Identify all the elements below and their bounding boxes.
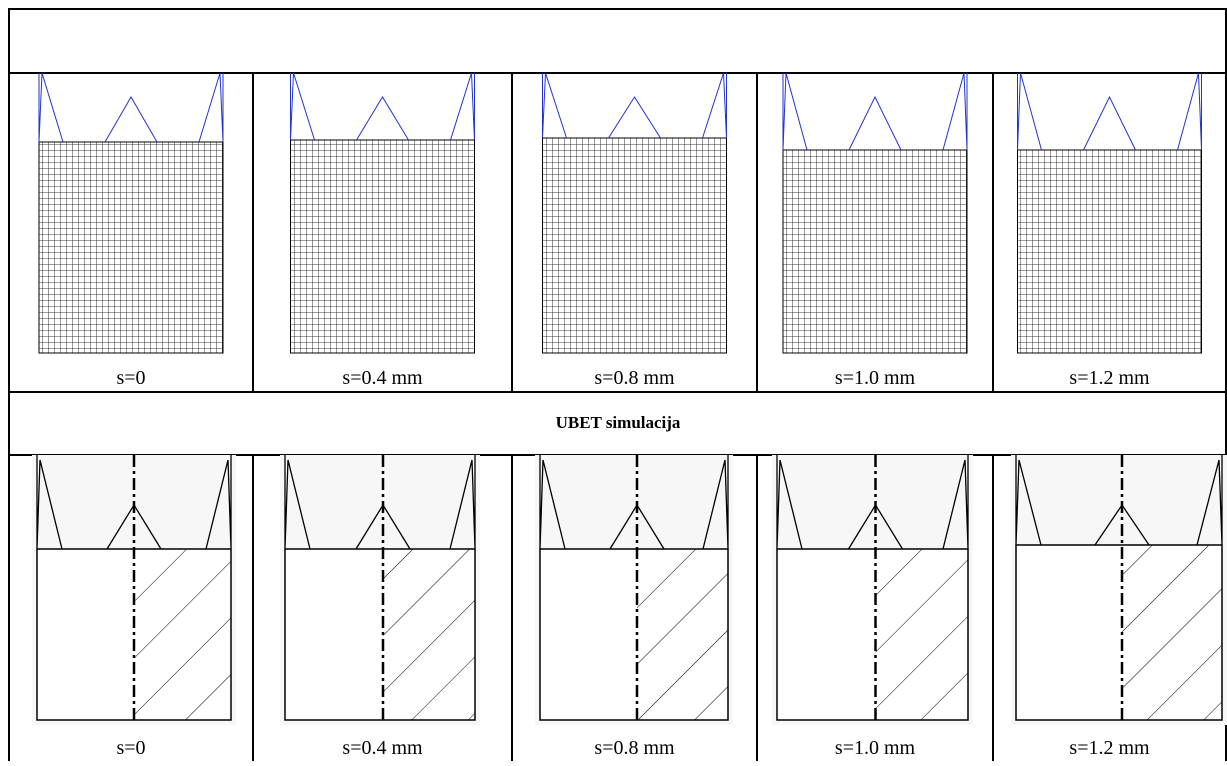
die-left <box>291 73 315 140</box>
fem-image <box>543 73 727 353</box>
section-title: UBET simulacija <box>556 413 681 432</box>
die-left <box>543 73 567 138</box>
caption: s=1.2 mm <box>1069 367 1150 389</box>
die-right <box>1178 73 1202 150</box>
die-center <box>1084 97 1136 150</box>
page: UBET simulacija s=0 s=0.4 mm s=0.8 mm s=1.0… <box>0 0 1227 761</box>
caption: s=1.0 mm <box>835 367 916 389</box>
die-center <box>105 97 157 142</box>
hatched-half <box>876 549 969 720</box>
caption: s=1.2 mm <box>1069 737 1150 759</box>
ubet-image <box>772 455 973 725</box>
fem-image <box>1018 73 1202 353</box>
die-center <box>609 97 661 138</box>
die-right <box>199 73 223 142</box>
hatched-half <box>383 549 475 720</box>
caption: s=1.0 mm <box>835 737 916 759</box>
fem-mesh <box>39 142 223 353</box>
die-left <box>39 73 63 142</box>
fem-mesh <box>1018 150 1202 353</box>
figure-table: UBET simulacija s=0 s=0.4 mm s=0.8 mm s=1.0… <box>0 0 1227 761</box>
fem-image <box>783 73 967 353</box>
die-left <box>783 73 807 150</box>
ubet-image <box>1011 455 1227 725</box>
caption: s=0.8 mm <box>594 367 675 389</box>
caption: s=0.4 mm <box>342 367 423 389</box>
ubet-image <box>32 455 236 725</box>
hatched-half <box>134 549 231 720</box>
fem-mesh <box>291 140 475 353</box>
ubet-image <box>280 455 480 725</box>
die-right <box>703 73 727 138</box>
caption: s=0.8 mm <box>594 737 675 759</box>
hatched-half <box>637 549 728 720</box>
die-right <box>451 73 475 140</box>
fem-mesh <box>783 150 967 353</box>
fem-image <box>291 73 475 353</box>
fem-mesh <box>543 138 727 353</box>
caption: s=0.4 mm <box>342 737 423 759</box>
fem-image <box>39 73 223 353</box>
caption: s=0 <box>116 367 145 389</box>
die-center <box>849 97 901 150</box>
die-left <box>1018 73 1042 150</box>
die-center <box>357 97 409 140</box>
caption: s=0 <box>116 737 145 759</box>
ubet-image <box>535 455 733 725</box>
hatched-half <box>1122 545 1222 720</box>
die-right <box>943 73 967 150</box>
